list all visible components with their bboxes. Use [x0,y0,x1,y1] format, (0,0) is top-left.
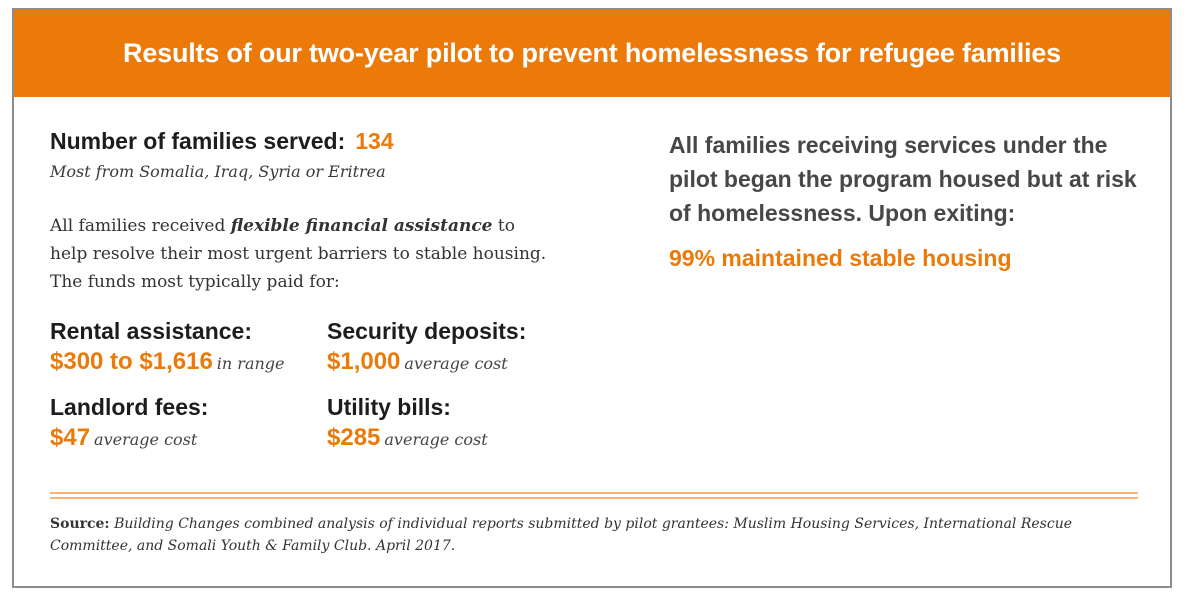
outcome-statement: All families receiving services under th… [669,132,1137,226]
cost-label: Security deposits: [327,318,527,344]
cost-utility: Utility bills: $285 average cost [327,392,488,454]
origin-note: Most from Somalia, Iraq, Syria or Eritre… [50,162,386,181]
outcome-highlight: 99% maintained stable housing [669,245,1012,271]
cost-note: average cost [94,430,198,449]
cost-note: average cost [404,354,508,373]
divider-line [50,497,1138,499]
cost-landlord: Landlord fees: $47 average cost [50,392,208,454]
description-emphasis: flexible financial assistance [230,216,493,236]
title-banner: Results of our two-year pilot to prevent… [14,10,1170,97]
description-part-2: to help resolve their most urgent barrie… [50,216,547,292]
cost-value: $1,000 [327,348,401,375]
cost-label: Utility bills: [327,394,451,420]
assistance-description: All families received flexible financial… [50,212,550,296]
families-served-label: Number of families served: [50,128,346,154]
cost-value: $300 to $1,616 [50,348,213,375]
cost-security: Security deposits: $1,000 average cost [327,316,526,378]
banner-title: Results of our two-year pilot to prevent… [123,38,1061,68]
divider-line [50,492,1138,494]
infographic-card: Results of our two-year pilot to prevent… [12,8,1172,588]
cost-note: average cost [384,430,488,449]
cost-label: Landlord fees: [50,394,209,420]
cost-rental: Rental assistance: $300 to $1,616 in rang… [50,316,285,378]
cost-label: Rental assistance: [50,318,252,344]
source-note: Source: Building Changes combined analys… [50,513,1140,557]
cost-note: in range [216,354,285,373]
source-text: Building Changes combined analysis of in… [50,516,1073,554]
source-label: Source: [50,516,110,532]
cost-value: $47 [50,424,91,451]
families-served-value: 134 [355,128,394,154]
description-part-1: All families received [50,216,231,236]
families-served: Number of families served: 134 [50,128,394,155]
cost-value: $285 [327,424,381,451]
